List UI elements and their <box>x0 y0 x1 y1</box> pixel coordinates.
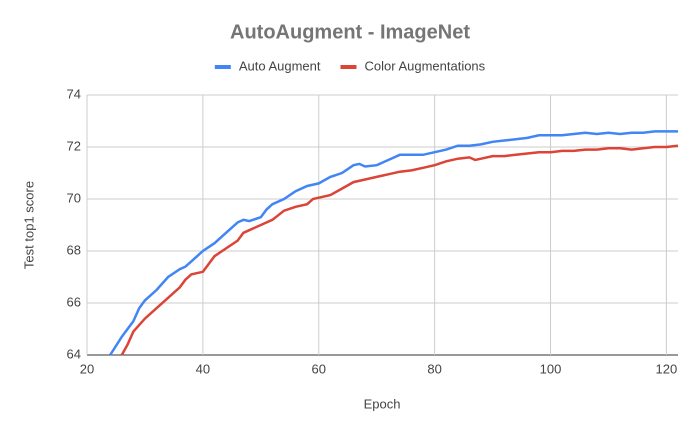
line <box>109 130 678 356</box>
x-tick-label: 100 <box>540 361 562 376</box>
legend-label: Color Augmentations <box>364 58 485 73</box>
legend-label: Auto Augment <box>239 58 321 73</box>
y-tick-label: 72 <box>67 138 81 153</box>
chart-title: AutoAugment - ImageNet <box>230 21 470 43</box>
x-axis-title: Epoch <box>364 396 401 411</box>
y-tick-label: 64 <box>67 346 81 361</box>
y-tick-label: 68 <box>67 242 81 257</box>
y-tick-label: 70 <box>67 190 81 205</box>
line <box>120 144 679 356</box>
y-axis-title: Test top1 score <box>21 181 36 269</box>
x-tick-label: 20 <box>80 361 94 376</box>
x-tick-label: 40 <box>196 361 210 376</box>
y-tick-label: 74 <box>67 86 81 101</box>
x-tick-label: 80 <box>427 361 441 376</box>
x-tick-label: 120 <box>656 361 678 376</box>
y-tick-label: 66 <box>67 294 81 309</box>
x-tick-label: 60 <box>312 361 326 376</box>
